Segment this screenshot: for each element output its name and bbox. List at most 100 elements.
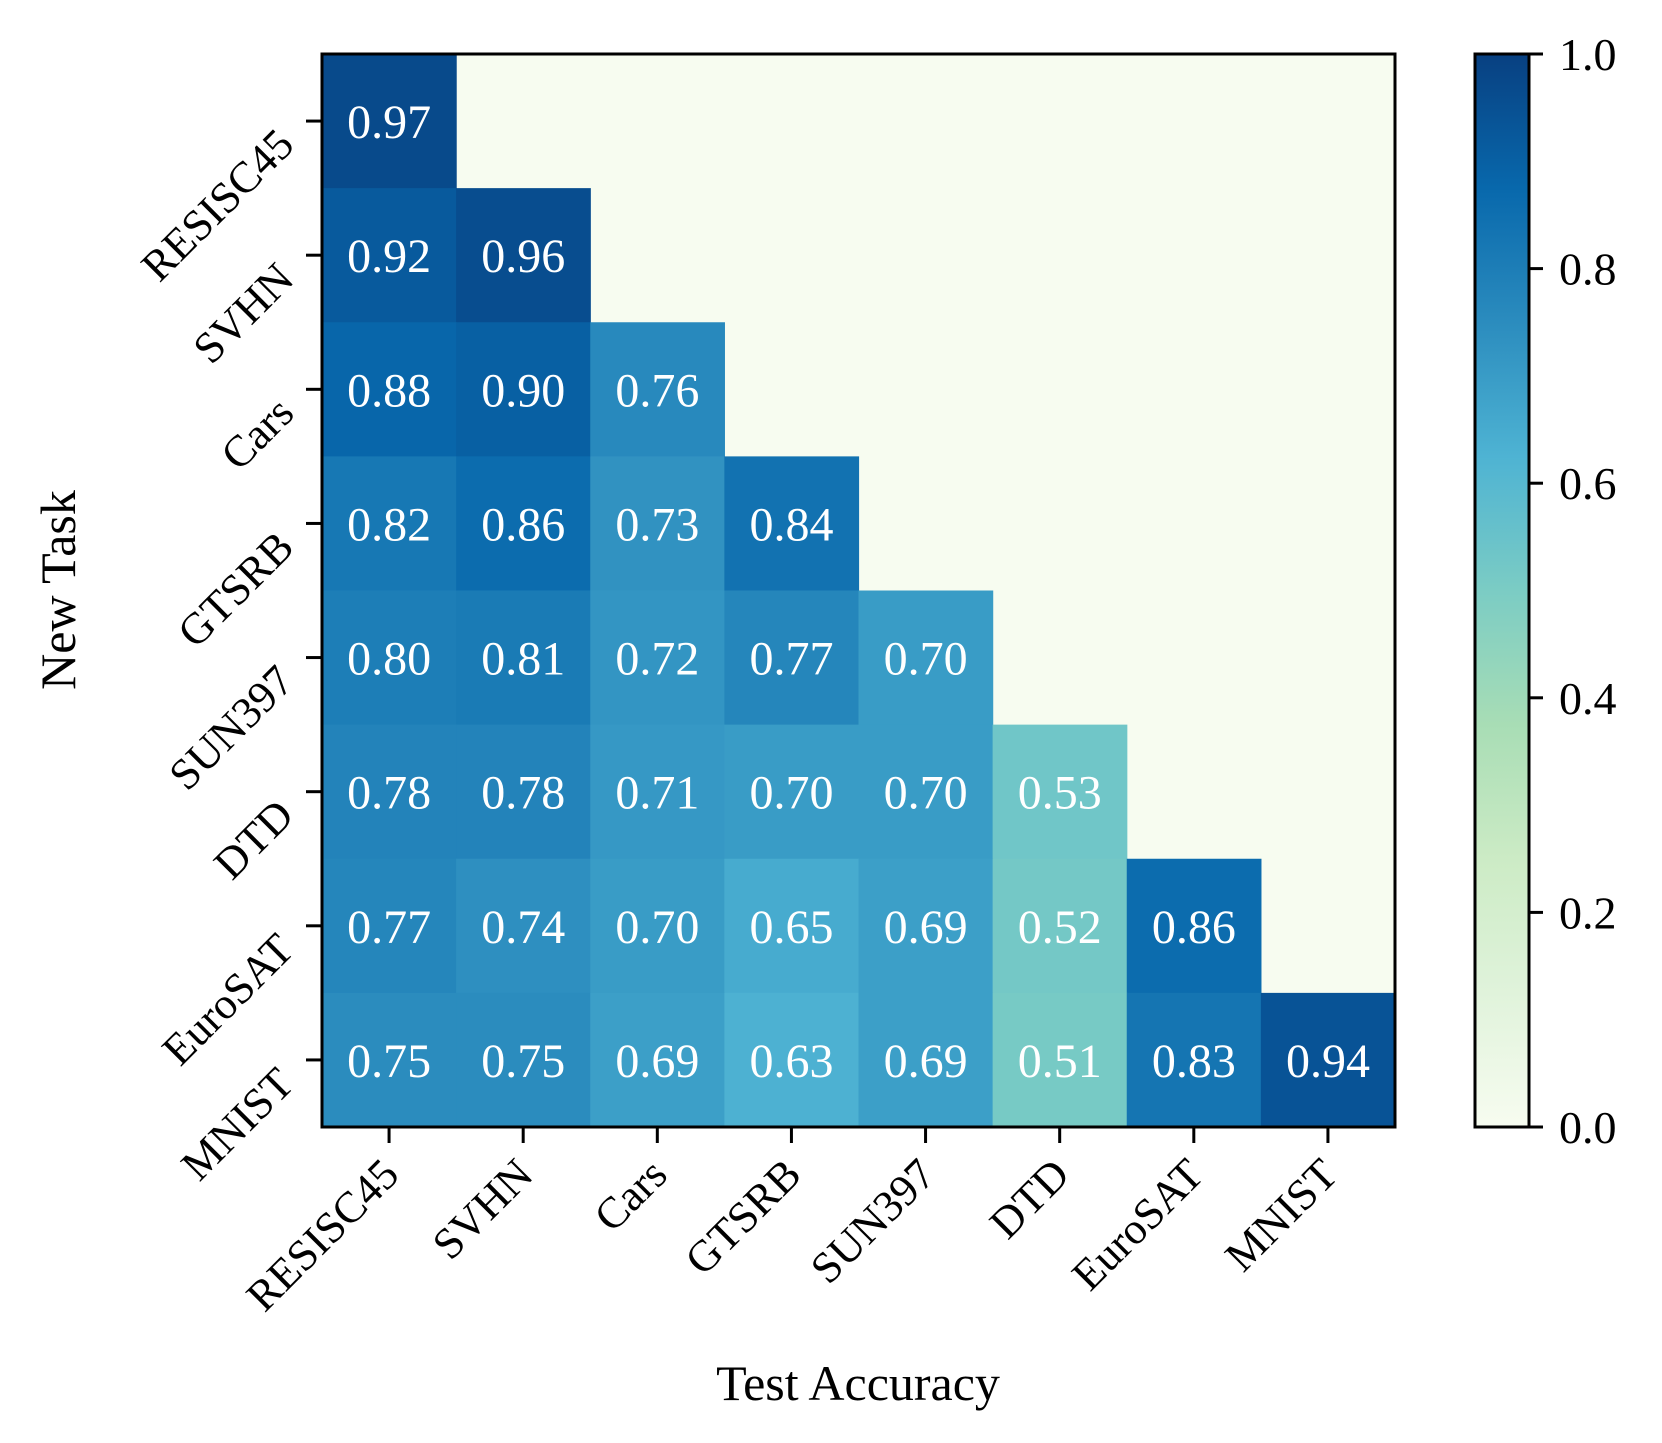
heatmap-cell [590,858,725,994]
cell-value-label: 0.51 [1018,1035,1102,1088]
heatmap-cell [590,322,725,457]
y-axis-title: New Task [30,490,86,690]
cell-value-label: 0.77 [347,901,431,954]
x-tick-label: MNIST [1216,1149,1348,1281]
heatmap-cell [858,992,994,1128]
y-axis-ticks: RESISC45SVHNCarsGTSRBSUN397DTDEuroSATMNI… [132,119,322,1190]
cell-value-label: 0.97 [347,96,431,149]
colorbar-tick-label: 1.0 [1559,29,1617,80]
heatmap-cell [590,456,725,592]
colorbar-tick-label: 0.4 [1559,673,1617,724]
cell-value-label: 0.73 [615,498,699,551]
heatmap-cell [322,456,457,592]
heatmap-cell [456,188,591,323]
heatmap-cell [322,858,457,994]
x-tick-label: DTD [980,1149,1079,1248]
heatmap-cell [322,724,457,860]
cell-value-label: 0.70 [884,767,968,820]
colorbar-tick-label: 0.2 [1559,887,1617,938]
x-tick-label: SUN397 [801,1149,945,1293]
plot-frame [320,52,1397,1129]
heatmap-cell [724,590,860,726]
heatmap-cell [992,858,1128,994]
heatmap-cell [590,724,725,860]
x-tick-label: EuroSAT [1062,1149,1213,1300]
heatmap-cell [724,992,860,1128]
colorbar-tick-label: 0.6 [1559,458,1617,509]
x-tick-label: Cars [585,1149,677,1241]
heatmap-cell [724,724,860,860]
colorbar-tick-label: 0.8 [1559,244,1617,295]
cell-value-label: 0.96 [481,230,565,283]
cell-value-label: 0.81 [481,633,565,686]
cell-value-label: 0.52 [1018,901,1102,954]
cell-value-label: 0.70 [884,633,968,686]
heatmap-cell [992,724,1128,860]
heatmap-cell [322,188,457,323]
cell-value-label: 0.83 [1152,1035,1236,1088]
heatmap-cell [456,590,591,726]
cell-value-label: 0.90 [481,364,565,417]
heatmap-cell [858,724,994,860]
heatmap-cell [322,590,457,726]
y-tick-label: SVHN [184,254,303,373]
cell-value-label: 0.80 [347,633,431,686]
cell-value-label: 0.75 [347,1035,431,1088]
cell-value-label: 0.75 [481,1035,565,1088]
heatmap-cells: 0.97 0.92 0.96 0.88 0.90 0.76 0.82 0.86 0.73 0.84… [322,54,1396,1128]
y-tick-label: MNIST [172,1058,304,1190]
heatmap-cell [322,992,457,1128]
colorbar-gradient [1475,54,1529,1127]
heatmap-cell [456,456,591,592]
y-tick-label: EuroSAT [153,924,304,1075]
x-tick-label: GTSRB [676,1149,811,1284]
colorbar-tick-label: 0.0 [1559,1102,1617,1153]
x-tick-label: SVHN [423,1149,542,1268]
heatmap-cell [456,724,591,860]
cell-value-label: 0.94 [1286,1035,1370,1088]
heatmap-cell [456,858,591,994]
y-tick-label: GTSRB [168,522,303,657]
heatmap-cell [858,590,994,726]
cell-value-label: 0.70 [749,767,833,820]
cell-value-label: 0.82 [347,498,431,551]
heatmap-cell [724,858,860,994]
cell-value-label: 0.77 [749,633,833,686]
x-tick-label: RESISC45 [237,1149,408,1320]
y-tick-label: SUN397 [160,656,304,800]
cell-value-label: 0.53 [1018,767,1102,820]
cell-value-label: 0.65 [749,901,833,954]
cell-value-label: 0.88 [347,364,431,417]
heatmap-cell [724,456,860,592]
y-tick-label: DTD [204,790,303,889]
heatmap-cell [590,590,725,726]
cell-value-label: 0.70 [615,901,699,954]
heatmap-cell [1126,858,1262,994]
cell-value-label: 0.78 [481,767,565,820]
heatmap-cell [456,322,591,457]
heatmap-cell [322,54,457,189]
cell-value-label: 0.69 [884,901,968,954]
heatmap-cell [322,322,457,457]
cell-value-label: 0.69 [615,1035,699,1088]
cell-value-label: 0.74 [481,901,565,954]
cell-value-label: 0.78 [347,767,431,820]
heatmap-cell [456,992,591,1128]
colorbar: 0.0 0.2 0.4 0.6 0.8 1.0 [1473,29,1617,1153]
cell-value-label: 0.86 [481,498,565,551]
heatmap-cell [992,992,1128,1128]
cell-value-label: 0.92 [347,230,431,283]
cell-value-label: 0.86 [1152,901,1236,954]
cell-value-label: 0.76 [615,364,699,417]
cell-value-label: 0.72 [615,633,699,686]
cell-value-label: 0.63 [749,1035,833,1088]
cell-value-label: 0.84 [749,498,833,551]
colorbar-frame [1473,52,1531,1129]
heatmap-cell [1126,992,1262,1128]
x-axis-title: Test Accuracy [716,1355,1000,1411]
cell-value-label: 0.71 [615,767,699,820]
cell-value-label: 0.69 [884,1035,968,1088]
heatmap-cell [1260,992,1396,1128]
